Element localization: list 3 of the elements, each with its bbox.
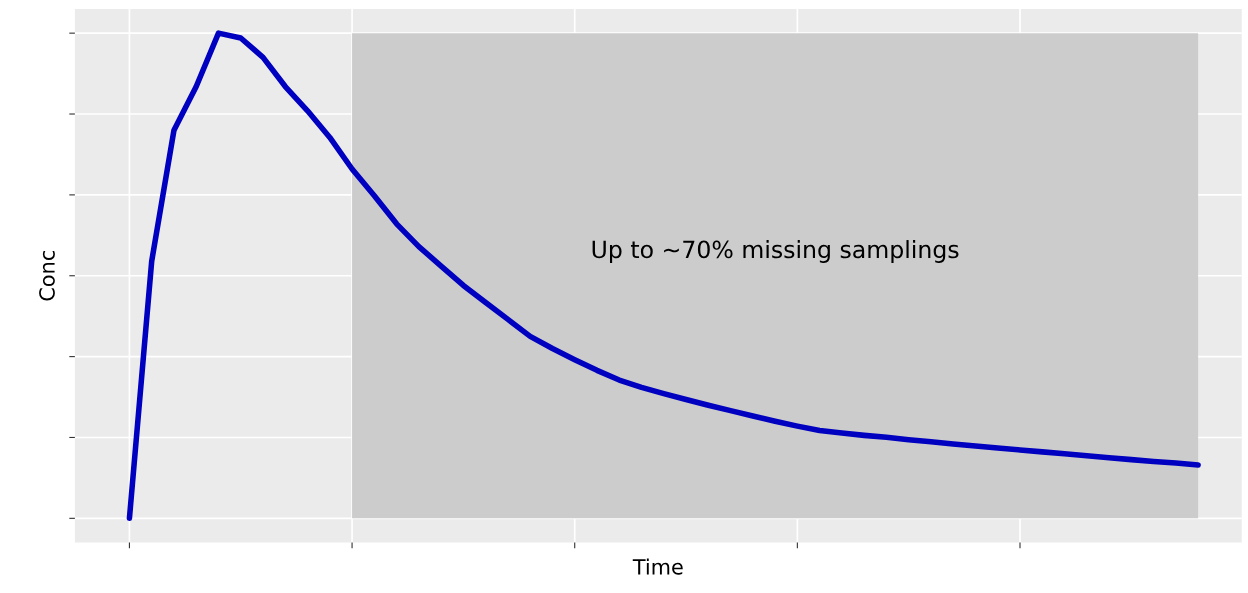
annotation: Up to ~70% missing samplings [592, 240, 959, 263]
y-axis-title: Conc [39, 251, 55, 301]
x-axis-title: Time [632, 558, 683, 575]
